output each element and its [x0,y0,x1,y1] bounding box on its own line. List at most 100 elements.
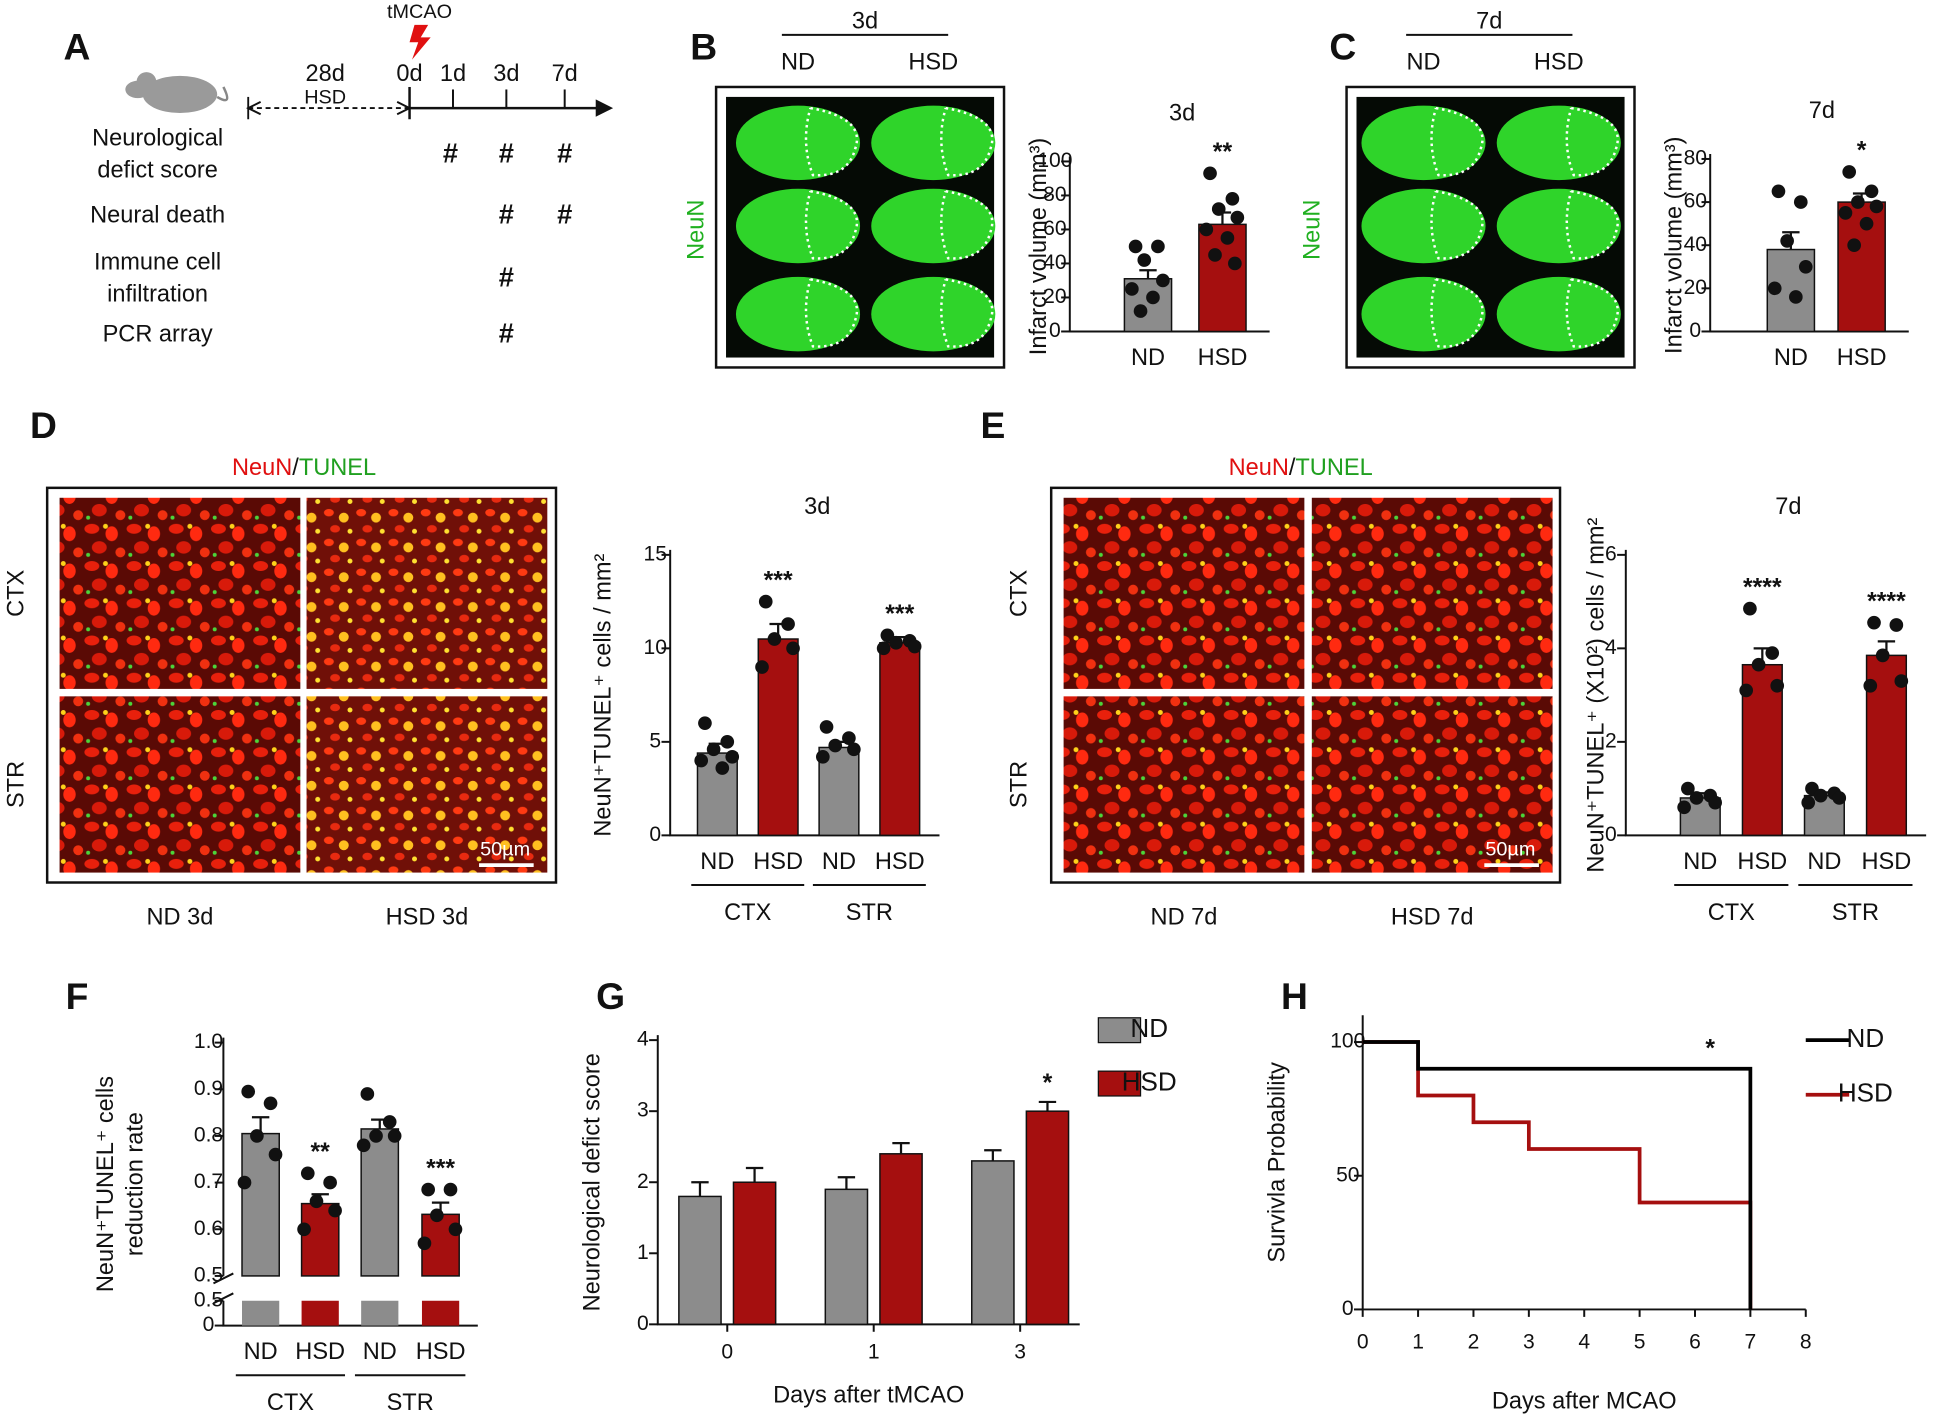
x-tick-label: 2 [1468,1331,1480,1354]
row-label: Immune cell [94,248,221,274]
data-point [250,1129,264,1143]
data-point [263,1096,278,1111]
panel-letter: D [30,404,57,446]
row-mark: # [557,198,572,229]
x-tick-label: ND [1807,848,1841,874]
y-tick-label: 40 [1043,251,1066,274]
micrograph [59,696,301,873]
y-axis-label: Survivla Probability [1264,1062,1290,1263]
y-tick-label: 1 [637,1241,649,1264]
x-tick-label: 7 [1745,1331,1757,1354]
significance: ** [311,1139,331,1166]
micrograph [306,696,548,873]
micrograph [1311,696,1553,873]
y-tick-label: 3 [637,1099,649,1122]
stain-label: NeuN [683,200,709,260]
micrograph [306,497,548,689]
data-point [417,1236,432,1251]
data-point [755,660,769,674]
data-point [1767,281,1782,296]
row-label: Neural death [90,201,225,227]
data-point [1867,615,1881,630]
lightning-icon [409,24,431,60]
data-point [448,1222,463,1237]
x-axis-label: Days after tMCAO [773,1382,964,1408]
x-tick-label: HSD [1198,344,1248,370]
data-point [1743,601,1757,616]
day-label: 0d [396,60,422,86]
x-tick-label: 8 [1800,1331,1812,1354]
brain-slice [871,276,996,352]
y-tick-label: 0.5 [194,1264,223,1287]
chart-title: 7d [1775,493,1801,519]
bar [360,1128,400,1277]
day-label: 1d [440,60,466,86]
y-tick-label: 20 [1684,276,1707,299]
y-tick-label: 0 [649,823,661,846]
panel-letter: F [66,975,89,1017]
row-mark: # [557,137,572,168]
significance: *** [885,601,914,628]
y-axis-label: NeuN⁺TUNEL⁺ cells / mm² [590,553,616,836]
data-point [1739,683,1754,698]
diet-label: HSD [304,86,346,108]
brain-slice [1361,276,1486,352]
group-label: CTX [724,899,771,925]
data-point [1847,238,1861,253]
column-label: HSD 7d [1391,904,1474,930]
bar [879,642,921,837]
scale-label: 50µm [480,838,530,860]
data-point [847,742,861,757]
group-label: CTX [1708,899,1755,925]
x-tick-label: HSD [753,848,803,874]
data-point [1208,248,1222,262]
data-point [1875,648,1890,663]
bar-base [421,1300,460,1326]
y-tick-label: 60 [1043,217,1066,240]
brain-slice [1361,188,1486,264]
stain-part: / [1289,454,1296,480]
group-label: CTX [267,1389,314,1415]
data-point [725,749,740,764]
y-tick-label: 80 [1043,183,1066,206]
data-point [356,1138,371,1153]
bar [732,1181,777,1326]
data-point [1156,273,1170,288]
row-label: defict score [97,157,218,183]
micrograph [1311,497,1553,689]
data-point [1842,165,1857,179]
micrograph [1063,497,1305,689]
y-tick-label: 0.6 [194,1217,223,1240]
row-label: STR [3,761,29,808]
data-point [1793,195,1808,209]
column-label: ND 7d [1151,904,1218,930]
data-point [1137,253,1152,267]
data-point [369,1129,383,1143]
panel-letter: A [64,26,91,68]
column-label: ND [781,49,815,75]
row-label: Neurological [92,124,223,150]
stain-part: TUNEL [299,454,376,480]
column-label: HSD 3d [386,904,469,930]
data-point [1708,795,1722,810]
y-tick-label: 5 [649,729,661,752]
data-point [268,1147,283,1162]
x-tick-label: 3 [1523,1331,1535,1354]
error-bar [984,1149,1002,1161]
row-mark: # [499,137,514,168]
data-point [328,1203,342,1218]
row-label: STR [1005,761,1031,808]
data-point [715,761,730,775]
y-axis-label: Neurological defict score [578,1053,604,1311]
bar [1198,223,1247,333]
error-bar [892,1142,910,1154]
data-point [816,749,830,764]
x-tick-label: 1 [1412,1331,1424,1354]
bar-base [301,1300,339,1326]
brain-slice [1496,105,1621,181]
significance: * [1043,1070,1053,1097]
stain-label: NeuN/TUNEL [1229,454,1373,480]
data-point [1859,216,1874,231]
y-tick-label: 10 [644,636,667,659]
x-tick-label: HSD [1837,344,1887,370]
